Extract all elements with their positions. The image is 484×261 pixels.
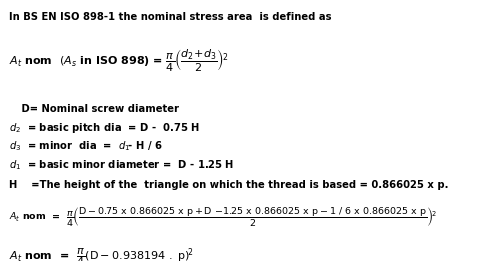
Text: In BS EN ISO 898-1 the nominal stress area  is defined as: In BS EN ISO 898-1 the nominal stress ar…	[9, 12, 331, 22]
Text: $d_2$  = basic pitch dia  = D -  0.75 H: $d_2$ = basic pitch dia = D - 0.75 H	[9, 121, 199, 135]
Text: $d_1$  = basic minor diameter =  D - 1.25 H: $d_1$ = basic minor diameter = D - 1.25 …	[9, 158, 233, 172]
Text: D= Nominal screw diameter: D= Nominal screw diameter	[18, 104, 179, 114]
Text: $A_t$ nom  =  $\dfrac{\pi}{4}\left( \mathrm{ D - 0.938194\ .\ p}\right)^{\!2}$: $A_t$ nom = $\dfrac{\pi}{4}\left( \mathr…	[9, 247, 193, 261]
Text: $d_3$  = minor  dia  =  $d_1\!$- H / 6: $d_3$ = minor dia = $d_1\!$- H / 6	[9, 140, 162, 153]
Text: $A_t$ nom  =  $\dfrac{\pi}{4}\!\left( \dfrac{\mathrm{D - 0.75\ x\ 0.866025\ x\ p: $A_t$ nom = $\dfrac{\pi}{4}\!\left( \dfr…	[9, 205, 436, 228]
Text: H    =The height of the  triangle on which the thread is based = 0.866025 x p.: H =The height of the triangle on which t…	[9, 180, 447, 190]
Text: $A_t$ nom  $(A_s$ in ISO 898) = $\dfrac{\pi}{4}\left( \dfrac{d_2\!+\!d_3}{2}\rig: $A_t$ nom $(A_s$ in ISO 898) = $\dfrac{\…	[9, 47, 227, 73]
